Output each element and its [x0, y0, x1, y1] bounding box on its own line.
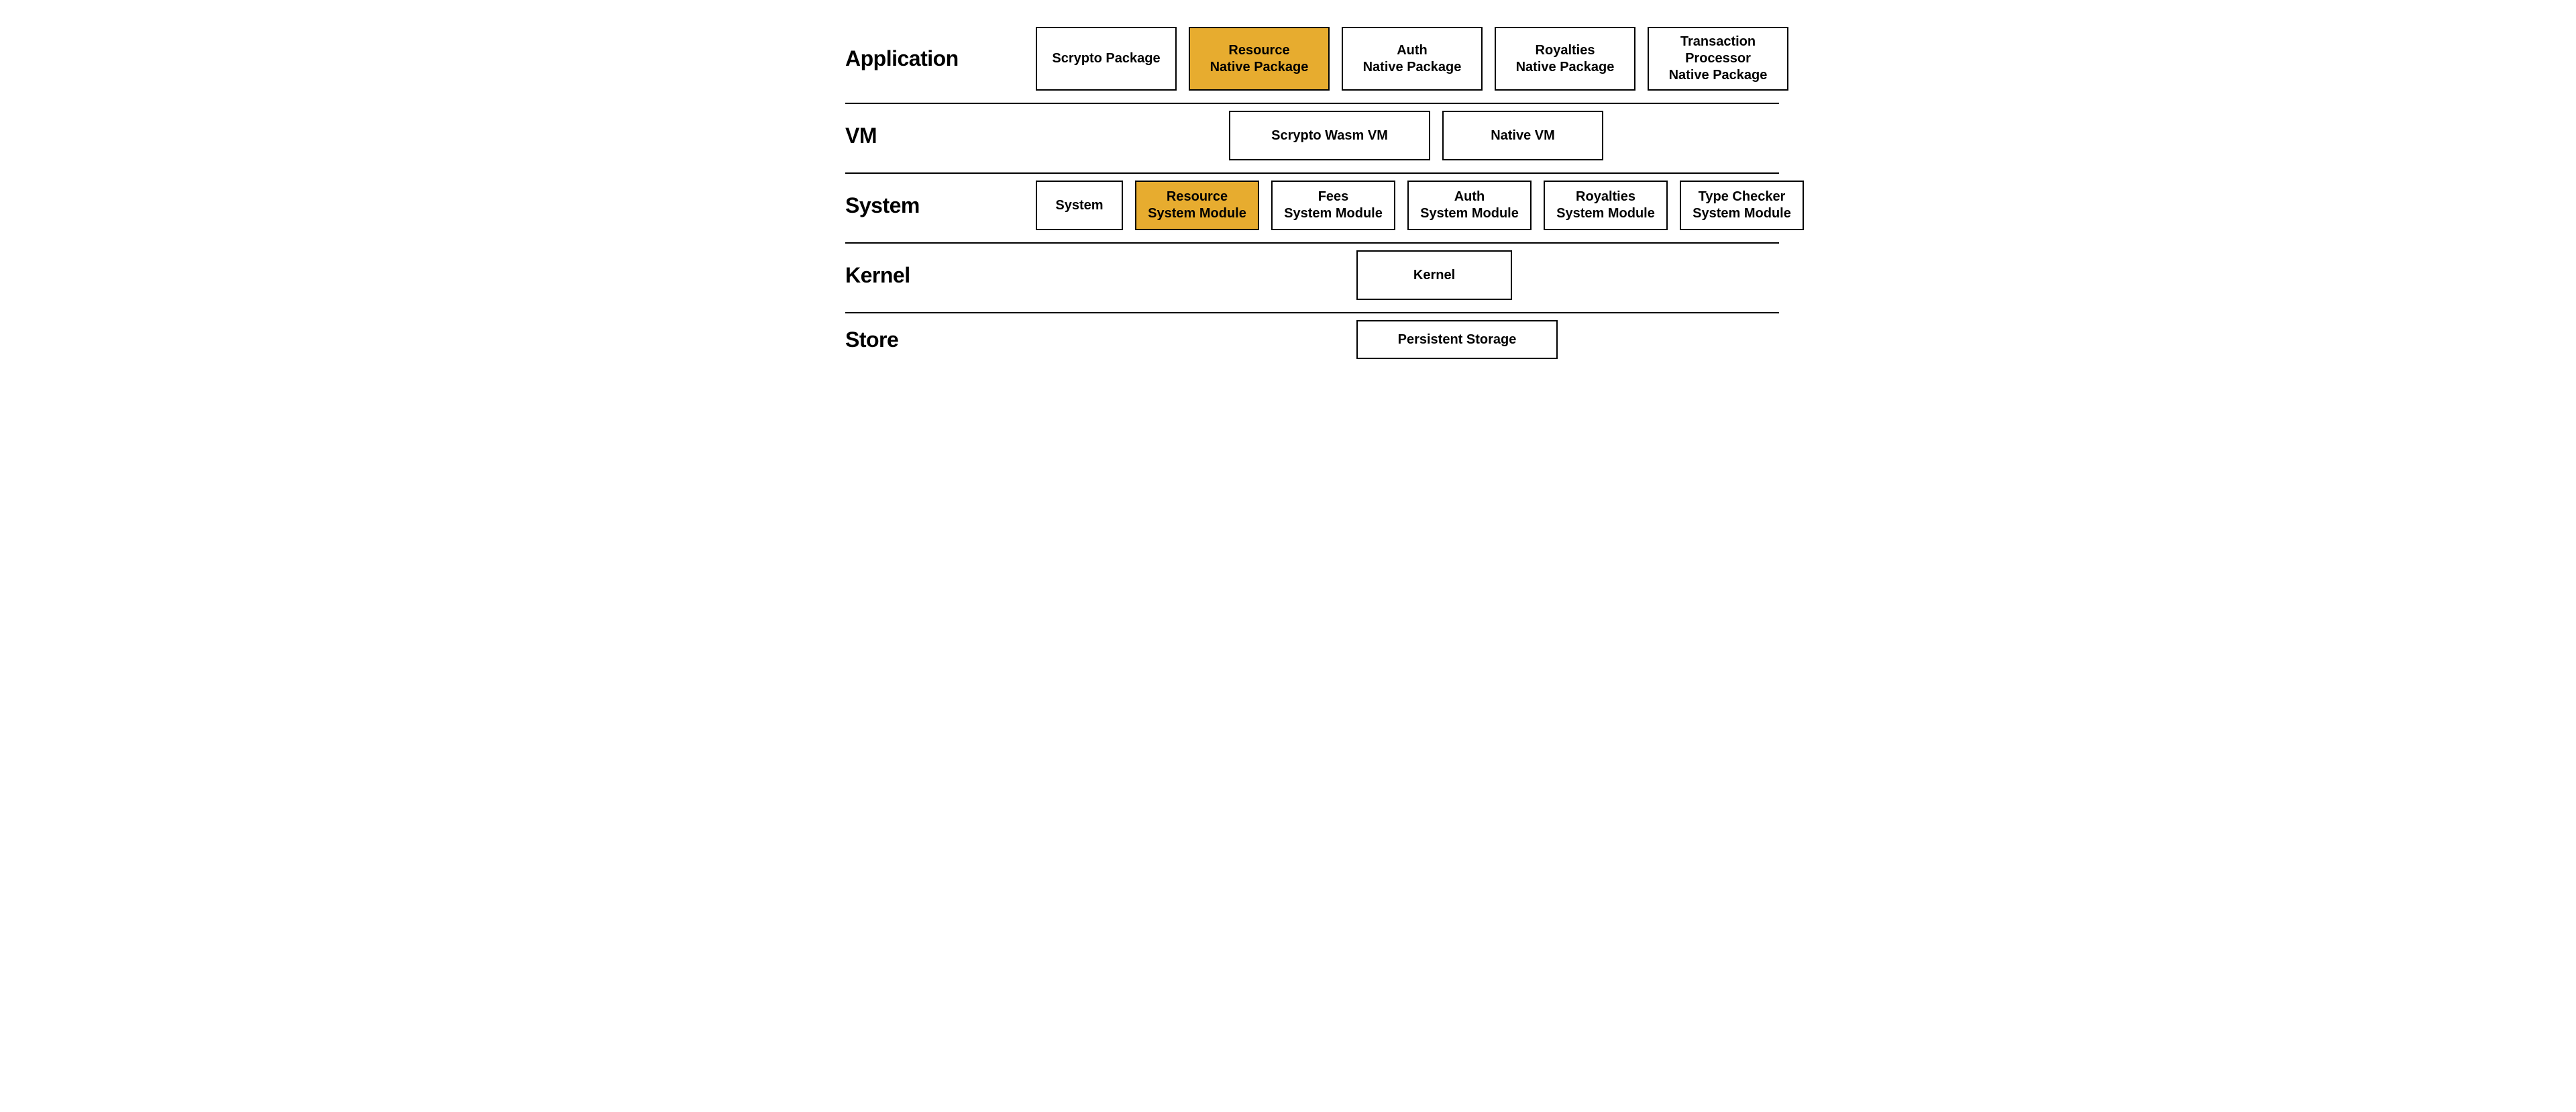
- layer-store: Store Persistent Storage: [845, 313, 1779, 371]
- box-text: System: [1055, 197, 1103, 214]
- box-type-checker-system-module: Type Checker System Module: [1680, 181, 1804, 230]
- box-resource-native-package: Resource Native Package: [1189, 27, 1330, 91]
- layer-kernel: Kernel Kernel: [845, 244, 1779, 312]
- box-text: Type Checker: [1699, 189, 1786, 205]
- box-text: Royalties: [1576, 189, 1635, 205]
- box-auth-system-module: Auth System Module: [1407, 181, 1532, 230]
- layer-system: System System Resource System Module Fee…: [845, 174, 1779, 242]
- box-text: Scrypto Wasm VM: [1271, 128, 1388, 144]
- box-resource-system-module: Resource System Module: [1135, 181, 1259, 230]
- box-text: Resource: [1167, 189, 1228, 205]
- box-text: Native Package: [1363, 59, 1462, 76]
- box-persistent-storage: Persistent Storage: [1356, 320, 1558, 359]
- box-text: Native Package: [1669, 67, 1768, 84]
- store-boxes: Persistent Storage: [1036, 320, 1779, 359]
- box-text: Native Package: [1516, 59, 1615, 76]
- architecture-diagram: Application Scrypto Package Resource Nat…: [778, 0, 1798, 398]
- box-auth-native-package: Auth Native Package: [1342, 27, 1483, 91]
- box-text: Scrypto Package: [1052, 50, 1160, 67]
- box-system: System: [1036, 181, 1123, 230]
- box-text: Resource: [1228, 42, 1289, 59]
- application-boxes: Scrypto Package Resource Native Package …: [1036, 27, 1788, 91]
- box-text: Auth: [1397, 42, 1428, 59]
- box-text: Royalties: [1536, 42, 1595, 59]
- box-text: Processor: [1685, 50, 1751, 67]
- layer-application: Application Scrypto Package Resource Nat…: [845, 20, 1779, 103]
- layout-spacer: [1036, 320, 1344, 359]
- box-fees-system-module: Fees System Module: [1271, 181, 1395, 230]
- box-native-vm: Native VM: [1442, 111, 1603, 160]
- box-kernel: Kernel: [1356, 250, 1512, 300]
- layer-label-application: Application: [845, 46, 1026, 71]
- box-text: Kernel: [1413, 267, 1455, 284]
- box-text: System Module: [1284, 205, 1383, 222]
- box-text: Auth: [1454, 189, 1485, 205]
- layer-label-kernel: Kernel: [845, 263, 1026, 288]
- kernel-boxes: Kernel: [1036, 250, 1779, 300]
- layout-spacer: [1036, 250, 1344, 300]
- layer-label-vm: VM: [845, 123, 1026, 148]
- box-transaction-processor-native-package: Transaction Processor Native Package: [1648, 27, 1788, 91]
- box-text: Persistent Storage: [1398, 332, 1517, 348]
- layout-spacer: [1036, 111, 1217, 160]
- box-royalties-system-module: Royalties System Module: [1544, 181, 1668, 230]
- box-text: Fees: [1318, 189, 1349, 205]
- vm-boxes: Scrypto Wasm VM Native VM: [1036, 111, 1779, 160]
- system-boxes: System Resource System Module Fees Syste…: [1036, 181, 1804, 230]
- box-scrypto-package: Scrypto Package: [1036, 27, 1177, 91]
- box-text: System Module: [1556, 205, 1655, 222]
- box-text: System Module: [1693, 205, 1791, 222]
- box-royalties-native-package: Royalties Native Package: [1495, 27, 1635, 91]
- box-text: System Module: [1420, 205, 1519, 222]
- box-text: Native Package: [1210, 59, 1309, 76]
- box-text: Transaction: [1680, 34, 1756, 50]
- box-text: Native VM: [1491, 128, 1555, 144]
- layer-vm: VM Scrypto Wasm VM Native VM: [845, 104, 1779, 172]
- layer-label-system: System: [845, 193, 1026, 218]
- layer-label-store: Store: [845, 327, 1026, 352]
- box-scrypto-wasm-vm: Scrypto Wasm VM: [1229, 111, 1430, 160]
- box-text: System Module: [1148, 205, 1246, 222]
